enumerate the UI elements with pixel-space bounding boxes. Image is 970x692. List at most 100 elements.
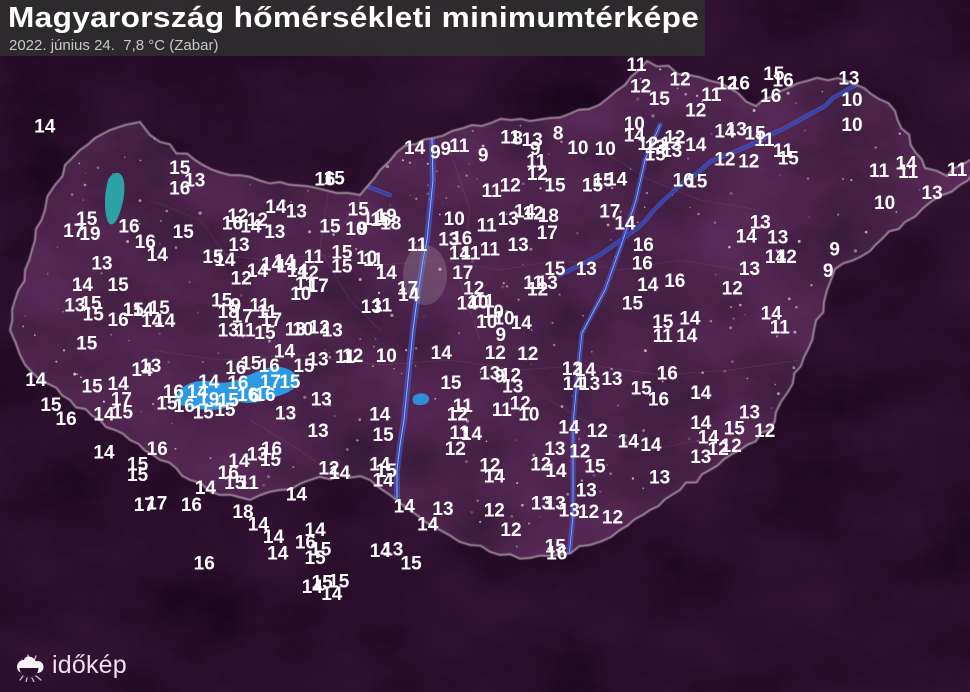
svg-text:13: 13	[661, 141, 682, 162]
svg-text:11: 11	[480, 239, 501, 260]
svg-text:14: 14	[154, 311, 176, 332]
svg-text:14: 14	[431, 343, 453, 364]
svg-text:13: 13	[140, 356, 161, 377]
svg-text:16: 16	[56, 409, 77, 430]
svg-text:12: 12	[776, 247, 797, 268]
svg-text:15: 15	[254, 323, 276, 344]
svg-text:15: 15	[108, 275, 130, 296]
svg-text:15: 15	[373, 425, 395, 446]
svg-text:13: 13	[322, 321, 343, 342]
svg-text:11: 11	[407, 235, 428, 256]
svg-text:16: 16	[194, 553, 215, 574]
svg-text:13: 13	[286, 201, 307, 222]
svg-text:14: 14	[265, 197, 287, 218]
svg-text:15: 15	[401, 553, 423, 574]
svg-text:13: 13	[91, 253, 112, 274]
svg-text:14: 14	[394, 496, 416, 517]
svg-text:13: 13	[308, 421, 329, 442]
svg-text:15: 15	[214, 400, 236, 421]
svg-text:15: 15	[686, 171, 708, 192]
svg-text:17: 17	[537, 223, 558, 244]
svg-text:14: 14	[558, 418, 580, 439]
svg-text:12: 12	[602, 508, 623, 529]
svg-text:9: 9	[430, 142, 441, 163]
svg-text:15: 15	[83, 304, 105, 325]
svg-text:16: 16	[648, 389, 669, 410]
svg-text:14: 14	[398, 285, 420, 306]
svg-text:13: 13	[649, 467, 670, 488]
svg-text:13: 13	[311, 389, 332, 410]
svg-text:13: 13	[544, 439, 565, 460]
svg-text:19: 19	[79, 224, 100, 245]
svg-text:14: 14	[614, 213, 636, 234]
svg-text:13: 13	[308, 349, 329, 370]
svg-text:10: 10	[476, 312, 497, 333]
svg-text:14: 14	[267, 544, 289, 565]
svg-text:8: 8	[553, 124, 564, 145]
svg-text:10: 10	[567, 138, 588, 159]
svg-text:15: 15	[324, 168, 346, 189]
svg-text:14: 14	[373, 471, 395, 492]
svg-text:10: 10	[290, 284, 311, 305]
svg-text:15: 15	[778, 149, 800, 170]
svg-text:16: 16	[254, 385, 275, 406]
svg-text:12: 12	[714, 150, 735, 171]
svg-text:16: 16	[169, 179, 190, 200]
svg-text:15: 15	[112, 402, 134, 423]
svg-text:15: 15	[76, 334, 98, 355]
svg-text:12: 12	[500, 520, 521, 541]
svg-text:14: 14	[640, 435, 662, 456]
svg-text:11: 11	[770, 317, 791, 338]
svg-text:13: 13	[922, 183, 943, 204]
svg-text:16: 16	[657, 363, 678, 384]
svg-text:11: 11	[626, 55, 647, 76]
svg-text:12: 12	[445, 439, 466, 460]
svg-text:12: 12	[517, 344, 538, 365]
svg-text:13: 13	[576, 259, 597, 280]
svg-text:12: 12	[500, 176, 521, 197]
svg-text:10: 10	[376, 346, 397, 367]
svg-text:15: 15	[279, 372, 301, 393]
svg-text:9: 9	[478, 145, 489, 166]
svg-text:11: 11	[754, 130, 775, 151]
svg-text:11: 11	[235, 321, 256, 342]
svg-text:12: 12	[527, 280, 548, 301]
svg-text:16: 16	[664, 271, 685, 292]
svg-text:15: 15	[649, 89, 671, 110]
svg-text:11: 11	[947, 160, 968, 181]
svg-text:14: 14	[195, 478, 217, 499]
svg-text:13: 13	[739, 259, 760, 280]
svg-text:12: 12	[670, 69, 691, 90]
svg-text:13: 13	[508, 235, 529, 256]
svg-text:9: 9	[823, 261, 834, 282]
svg-text:14: 14	[676, 326, 698, 347]
svg-text:13: 13	[838, 68, 859, 89]
svg-text:11: 11	[653, 326, 674, 347]
svg-text:14: 14	[147, 245, 169, 266]
svg-text:14: 14	[93, 443, 115, 464]
svg-text:16: 16	[632, 253, 653, 274]
svg-text:12: 12	[754, 421, 775, 442]
svg-text:14: 14	[606, 169, 628, 190]
svg-text:11: 11	[239, 473, 260, 494]
svg-text:16: 16	[760, 86, 781, 107]
svg-text:11: 11	[304, 247, 325, 268]
svg-text:10: 10	[841, 90, 862, 111]
svg-text:10: 10	[518, 405, 539, 426]
svg-text:15: 15	[173, 222, 195, 243]
svg-text:15: 15	[127, 465, 149, 486]
svg-text:13: 13	[275, 403, 296, 424]
svg-text:14: 14	[329, 463, 351, 484]
svg-text:12: 12	[721, 436, 742, 457]
svg-text:14: 14	[376, 263, 398, 284]
svg-text:12: 12	[485, 343, 506, 364]
svg-text:13: 13	[559, 501, 580, 522]
svg-text:10: 10	[841, 115, 862, 136]
svg-text:14: 14	[690, 383, 712, 404]
svg-text:14: 14	[321, 584, 343, 605]
svg-text:15: 15	[544, 176, 566, 197]
svg-text:12: 12	[342, 346, 363, 367]
svg-text:16: 16	[147, 439, 168, 460]
svg-text:13: 13	[767, 227, 788, 248]
svg-text:12: 12	[738, 152, 759, 173]
